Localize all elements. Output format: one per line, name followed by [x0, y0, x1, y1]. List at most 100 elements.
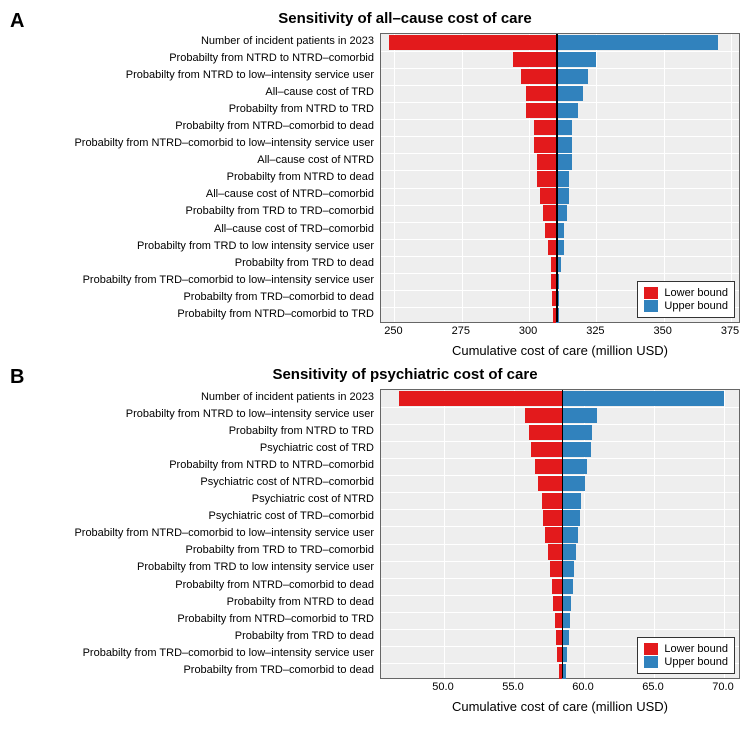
- bar-upper: [556, 188, 569, 203]
- legend-b-upper: Upper bound: [644, 656, 728, 668]
- y-label: Probabilty from NTRD to low–intensity se…: [10, 67, 374, 84]
- panel-a-x-axis: 250275300325350375: [380, 323, 730, 341]
- bar-upper: [556, 69, 588, 84]
- bar-upper: [556, 205, 567, 220]
- bar-upper: [556, 52, 596, 67]
- panel-a: A Sensitivity of all–cause cost of care …: [10, 10, 740, 358]
- bar-lower: [534, 137, 556, 152]
- legend-b: Lower bound Upper bound: [637, 637, 735, 674]
- bar-lower: [545, 527, 562, 542]
- y-label: Number of incident patients in 2023: [10, 33, 374, 50]
- bar-lower: [537, 154, 556, 169]
- y-label: All–cause cost of TRD–comorbid: [10, 221, 374, 238]
- y-label: Probabilty from NTRD to dead: [10, 594, 374, 611]
- bar-upper: [562, 561, 575, 576]
- legend-swatch-lower: [644, 287, 658, 299]
- bar-lower: [526, 86, 556, 101]
- legend-label-lower: Lower bound: [664, 287, 728, 299]
- legend-label-upper: Upper bound: [664, 300, 728, 312]
- y-label: Probabilty from TRD–comorbid to low–inte…: [10, 645, 374, 662]
- y-label: All–cause cost of TRD: [10, 84, 374, 101]
- y-label: Psychiatric cost of NTRD: [10, 491, 374, 508]
- y-label: Probabilty from TRD to dead: [10, 628, 374, 645]
- panel-b-title: Sensitivity of psychiatric cost of care: [10, 366, 740, 383]
- bar-lower: [537, 171, 556, 186]
- figure: A Sensitivity of all–cause cost of care …: [10, 10, 740, 714]
- bar-upper: [562, 391, 724, 406]
- bar-lower: [531, 442, 562, 457]
- bar-lower: [543, 510, 561, 525]
- bar-upper: [562, 408, 597, 423]
- y-label: All–cause cost of NTRD: [10, 152, 374, 169]
- bar-upper: [562, 442, 591, 457]
- bar-upper: [556, 171, 569, 186]
- y-label: Probabilty from NTRD to TRD: [10, 423, 374, 440]
- panel-a-plot-area: Lower bound Upper bound: [380, 33, 740, 323]
- bar-lower: [538, 476, 562, 491]
- bar-upper: [556, 103, 578, 118]
- bar-upper: [562, 527, 579, 542]
- x-tick-label: 50.0: [432, 681, 453, 693]
- panel-b-y-labels: Number of incident patients in 2023Proba…: [10, 389, 380, 679]
- bar-upper: [562, 579, 573, 594]
- bar-lower: [543, 205, 556, 220]
- bar-upper: [556, 154, 572, 169]
- x-tick-label: 300: [519, 325, 537, 337]
- legend-a: Lower bound Upper bound: [637, 281, 735, 318]
- y-label: Probabilty from NTRD–comorbid to TRD: [10, 611, 374, 628]
- y-label: Probabilty from TRD to low intensity ser…: [10, 238, 374, 255]
- x-tick-label: 350: [654, 325, 672, 337]
- bar-lower: [389, 35, 556, 50]
- bar-lower: [545, 223, 556, 238]
- bar-lower: [526, 103, 556, 118]
- panel-a-title: Sensitivity of all–cause cost of care: [10, 10, 740, 27]
- bar-upper: [562, 476, 586, 491]
- bar-lower: [529, 425, 561, 440]
- bar-lower: [553, 596, 561, 611]
- y-label: Probabilty from NTRD to dead: [10, 169, 374, 186]
- y-label: Probabilty from NTRD to NTRD–comorbid: [10, 50, 374, 67]
- legend-swatch-lower: [644, 643, 658, 655]
- bar-lower: [513, 52, 556, 67]
- panel-b: B Sensitivity of psychiatric cost of car…: [10, 366, 740, 714]
- panel-a-x-label: Cumulative cost of care (million USD): [380, 343, 740, 358]
- legend-label-lower: Lower bound: [664, 643, 728, 655]
- legend-a-lower: Lower bound: [644, 287, 728, 299]
- legend-swatch-upper: [644, 656, 658, 668]
- x-tick-label: 65.0: [642, 681, 663, 693]
- bar-lower: [548, 544, 562, 559]
- panel-a-plot-wrap: Number of incident patients in 2023Proba…: [10, 33, 740, 323]
- bar-lower: [521, 69, 556, 84]
- y-label: Probabilty from NTRD–comorbid to low–int…: [10, 135, 374, 152]
- bar-lower: [550, 561, 561, 576]
- y-label: Probabilty from TRD–comorbid to dead: [10, 662, 374, 679]
- panel-a-letter: A: [10, 10, 24, 33]
- panel-a-y-labels: Number of incident patients in 2023Proba…: [10, 33, 380, 323]
- x-tick-label: 70.0: [712, 681, 733, 693]
- y-label: Probabilty from NTRD to NTRD–comorbid: [10, 457, 374, 474]
- y-label: Probabilty from TRD to dead: [10, 255, 374, 272]
- x-tick-label: 250: [384, 325, 402, 337]
- x-tick-label: 55.0: [502, 681, 523, 693]
- y-label: Psychiatric cost of TRD–comorbid: [10, 508, 374, 525]
- bar-upper: [562, 459, 587, 474]
- legend-label-upper: Upper bound: [664, 656, 728, 668]
- y-label: Probabilty from TRD–comorbid to low–inte…: [10, 272, 374, 289]
- x-tick-label: 60.0: [572, 681, 593, 693]
- bar-lower: [548, 240, 556, 255]
- y-label: Probabilty from NTRD to low–intensity se…: [10, 406, 374, 423]
- y-label: Probabilty from NTRD–comorbid to low–int…: [10, 525, 374, 542]
- y-label: All–cause cost of NTRD–comorbid: [10, 186, 374, 203]
- x-tick-label: 375: [721, 325, 739, 337]
- bar-lower: [552, 579, 562, 594]
- bar-upper: [556, 86, 583, 101]
- bar-upper: [556, 120, 572, 135]
- legend-b-lower: Lower bound: [644, 643, 728, 655]
- y-label: Probabilty from TRD to low intensity ser…: [10, 559, 374, 576]
- y-label: Psychiatric cost of TRD: [10, 440, 374, 457]
- panel-b-x-axis: 50.0 55.0 60.0 65.0 70.0: [380, 679, 730, 697]
- bar-lower: [399, 391, 561, 406]
- legend-a-upper: Upper bound: [644, 300, 728, 312]
- bar-lower: [534, 120, 556, 135]
- x-tick-label: 275: [452, 325, 470, 337]
